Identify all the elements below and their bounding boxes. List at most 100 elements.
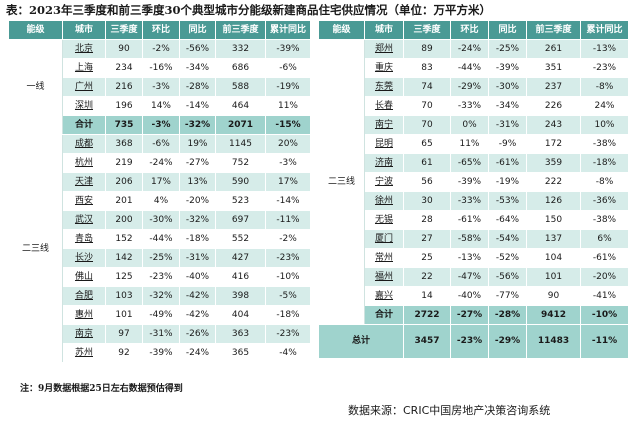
ytd-yoy-cell: 6% xyxy=(580,229,629,249)
table-row: 福州 22 -47% -56% 101 -20% xyxy=(319,267,629,287)
tier-cell: 二三线 xyxy=(318,39,365,325)
city-cell: 徐州 xyxy=(364,191,404,211)
q3-value-cell: 56 xyxy=(403,172,451,192)
city-cell: 常州 xyxy=(364,248,404,268)
ytd-value-cell: 104 xyxy=(526,248,581,268)
yoy-cell: -40% xyxy=(179,267,216,287)
qoq-cell: -49% xyxy=(142,305,180,325)
q3-value-cell: 152 xyxy=(105,229,143,249)
table-row: 广州 216 -3% -28% 588 -19% xyxy=(9,77,311,97)
city-cell: 佛山 xyxy=(62,267,106,287)
qoq-cell: -47% xyxy=(450,267,489,287)
yoy-cell: -77% xyxy=(488,286,527,306)
city-cell: 长沙 xyxy=(62,248,106,268)
ytd-value-cell: 137 xyxy=(526,229,581,249)
yoy-cell: -61% xyxy=(488,153,527,173)
ytd-value-cell: 332 xyxy=(215,39,266,59)
q3-value-cell: 368 xyxy=(105,134,143,154)
column-header: 三季度 xyxy=(403,20,451,40)
qoq-cell: -32% xyxy=(142,286,180,306)
city-cell: 武汉 xyxy=(62,210,106,230)
city-cell: 苏州 xyxy=(62,343,106,363)
city-cell: 广州 xyxy=(62,77,106,97)
yoy-cell: -27% xyxy=(179,153,216,173)
ytd-value-cell: 686 xyxy=(215,58,266,78)
city-cell: 福州 xyxy=(364,267,404,287)
qoq-cell: -40% xyxy=(450,286,489,306)
yoy-cell: -30% xyxy=(488,77,527,97)
q3-value-cell: 200 xyxy=(105,210,143,230)
q3-value-cell: 2722 xyxy=(403,305,451,325)
table-title: 表：2023年三季度和前三季度30个典型城市分能级新建商品住宅供应情况（单位：万… xyxy=(6,3,492,17)
table-row: 南宁 70 0% -31% 243 10% xyxy=(319,115,629,135)
ytd-value-cell: 427 xyxy=(215,248,266,268)
qoq-cell: -33% xyxy=(450,96,489,116)
ytd-value-cell: 363 xyxy=(215,324,266,344)
table-row: 苏州 92 -39% -24% 365 -4% xyxy=(9,343,311,363)
ytd-yoy-cell: -6% xyxy=(265,58,311,78)
ytd-value-cell: 523 xyxy=(215,191,266,211)
qoq-cell: 17% xyxy=(142,172,180,192)
yoy-cell: -26% xyxy=(179,324,216,344)
q3-value-cell: 97 xyxy=(105,324,143,344)
city-cell: 惠州 xyxy=(62,305,106,325)
ytd-value-cell: 150 xyxy=(526,210,581,230)
ytd-yoy-cell: -61% xyxy=(580,248,629,268)
grand-total-label-cell: 总计 xyxy=(318,324,404,359)
ytd-yoy-cell: 24% xyxy=(580,96,629,116)
ytd-yoy-cell: -3% xyxy=(265,153,311,173)
footnote: 注：9月数据根据25日左右数据预估得到 xyxy=(20,384,183,394)
ytd-value-cell: 590 xyxy=(215,172,266,192)
q3-value-cell: 83 xyxy=(403,58,451,78)
city-cell: 济南 xyxy=(364,153,404,173)
column-header: 环比 xyxy=(450,20,489,40)
yoy-cell: -24% xyxy=(179,343,216,363)
q3-value-cell: 22 xyxy=(403,267,451,287)
yoy-cell: -28% xyxy=(488,305,527,325)
table-row: 昆明 65 11% -9% 172 -38% xyxy=(319,134,629,154)
ytd-yoy-cell: -41% xyxy=(580,286,629,306)
city-cell: 西安 xyxy=(62,191,106,211)
ytd-yoy-cell: -14% xyxy=(265,191,311,211)
ytd-value-cell: 261 xyxy=(526,39,581,59)
left-supply-table: 能级 城市 三季度 环比 同比 前三季度 累计同比 一线 北京 90 -2% -56% 332 -39% 上… xyxy=(8,20,311,363)
q3-value-cell: 103 xyxy=(105,286,143,306)
column-header: 同比 xyxy=(488,20,527,40)
q3-value-cell: 201 xyxy=(105,191,143,211)
q3-value-cell: 25 xyxy=(403,248,451,268)
yoy-cell: -42% xyxy=(179,305,216,325)
table-row: 惠州 101 -49% -42% 404 -18% xyxy=(9,305,311,325)
table-row: 长春 70 -33% -34% 226 24% xyxy=(319,96,629,116)
yoy-cell: -9% xyxy=(488,134,527,154)
table-row: 嘉兴 14 -40% -77% 90 -41% xyxy=(319,286,629,306)
ytd-yoy-cell: -8% xyxy=(580,77,629,97)
q3-value-cell: 196 xyxy=(105,96,143,116)
qoq-cell: -25% xyxy=(142,248,180,268)
table-row: 无锡 28 -61% -64% 150 -38% xyxy=(319,210,629,230)
table-row: 常州 25 -13% -52% 104 -61% xyxy=(319,248,629,268)
subtotal-row: 合计 735 -3% -32% 2071 -15% xyxy=(9,115,311,135)
ytd-yoy-cell: -2% xyxy=(265,229,311,249)
yoy-cell: -29% xyxy=(488,324,527,359)
qoq-cell: -30% xyxy=(142,210,180,230)
ytd-yoy-cell: -11% xyxy=(580,324,629,359)
ytd-yoy-cell: -10% xyxy=(580,305,629,325)
grand-total-row: 总计 3457 -23% -29% 11483 -11% xyxy=(318,324,629,359)
yoy-cell: -28% xyxy=(179,77,216,97)
qoq-cell: -6% xyxy=(142,134,180,154)
q3-value-cell: 28 xyxy=(403,210,451,230)
qoq-cell: -24% xyxy=(450,39,489,59)
city-cell: 昆明 xyxy=(364,134,404,154)
q3-value-cell: 216 xyxy=(105,77,143,97)
yoy-cell: -31% xyxy=(488,115,527,135)
q3-value-cell: 27 xyxy=(403,229,451,249)
yoy-cell: 13% xyxy=(179,172,216,192)
qoq-cell: -3% xyxy=(142,77,180,97)
ytd-value-cell: 464 xyxy=(215,96,266,116)
ytd-yoy-cell: -18% xyxy=(580,153,629,173)
q3-value-cell: 92 xyxy=(105,343,143,363)
ytd-yoy-cell: -38% xyxy=(580,210,629,230)
ytd-yoy-cell: -38% xyxy=(580,134,629,154)
qoq-cell: -13% xyxy=(450,248,489,268)
qoq-cell: -39% xyxy=(142,343,180,363)
